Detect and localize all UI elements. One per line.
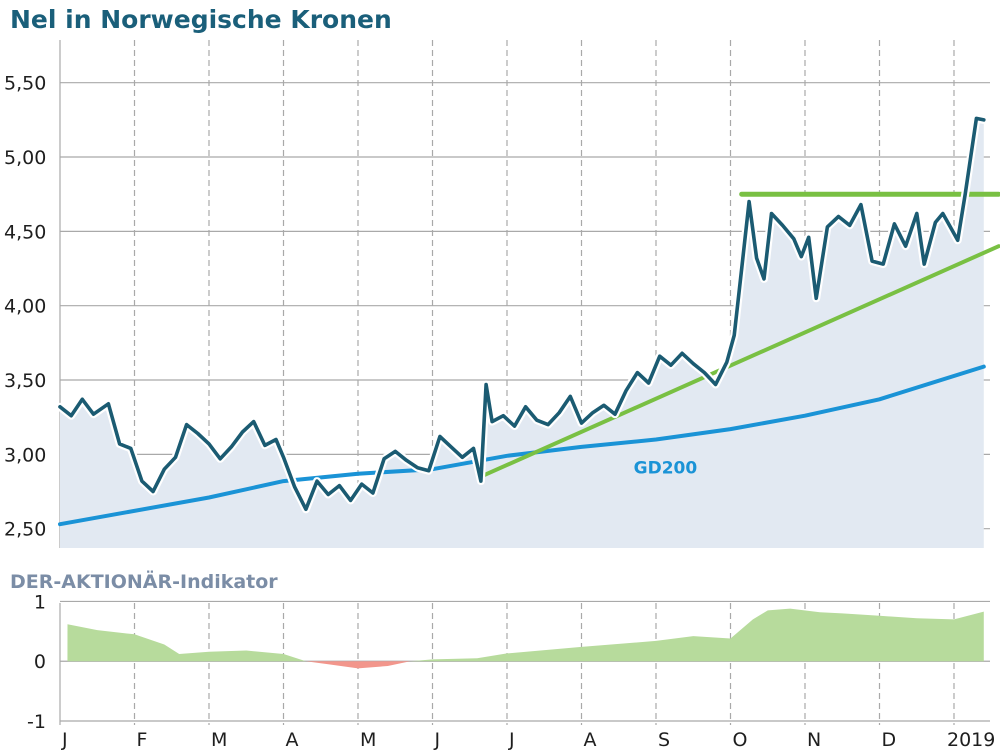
indicator-tick-label: 1 — [34, 591, 46, 613]
x-tick-label: J — [508, 729, 515, 750]
gd200-label: GD200 — [634, 459, 698, 479]
gd200-line — [58, 364, 986, 527]
x-tick-label: A — [584, 729, 597, 750]
indicator-positive-area — [67, 608, 984, 662]
x-tick-label: D — [882, 729, 897, 750]
y-tick-label: 4,50 — [4, 221, 46, 243]
x-tick-label: M — [360, 729, 376, 750]
x-tick-label: O — [733, 729, 748, 750]
x-tick-label: A — [286, 729, 299, 750]
indicator-title: DER-AKTIONÄR-Indikator — [10, 569, 278, 593]
y-tick-label: 5,50 — [4, 73, 46, 95]
y-tick-label: 2,50 — [4, 519, 46, 541]
indicator-tick-label: 0 — [34, 651, 46, 673]
y-tick-label: 4,00 — [4, 296, 46, 318]
x-tick-label: F — [137, 729, 148, 750]
price-area-fill — [60, 118, 984, 549]
x-tick-label: N — [807, 729, 821, 750]
x-tick-label: J — [61, 729, 68, 750]
indicator-tick-label: -1 — [27, 711, 46, 733]
uptrend-line — [478, 244, 1000, 479]
y-tick-label: 3,00 — [4, 444, 46, 466]
main-y-axis: 2,50 3,00 3,50 4,00 4,50 5,00 5,50 — [4, 73, 46, 541]
price-line — [58, 116, 986, 512]
indicator-plot — [67, 608, 984, 669]
indicator-y-axis: -1 0 1 — [27, 591, 46, 733]
x-tick-label: J — [434, 729, 441, 750]
y-tick-label: 3,50 — [4, 370, 46, 392]
x-tick-label: M — [211, 729, 227, 750]
x-tick-label: S — [658, 729, 670, 750]
chart-title: Nel in Norwegische Kronen — [10, 5, 392, 34]
y-tick-label: 5,00 — [4, 147, 46, 169]
indicator-negative-area — [67, 661, 984, 669]
main-plot: GD200 — [56, 114, 1000, 549]
x-axis: J F M A M J J A S O N D 2019 — [61, 729, 995, 750]
x-year-label: 2019 — [947, 729, 995, 750]
